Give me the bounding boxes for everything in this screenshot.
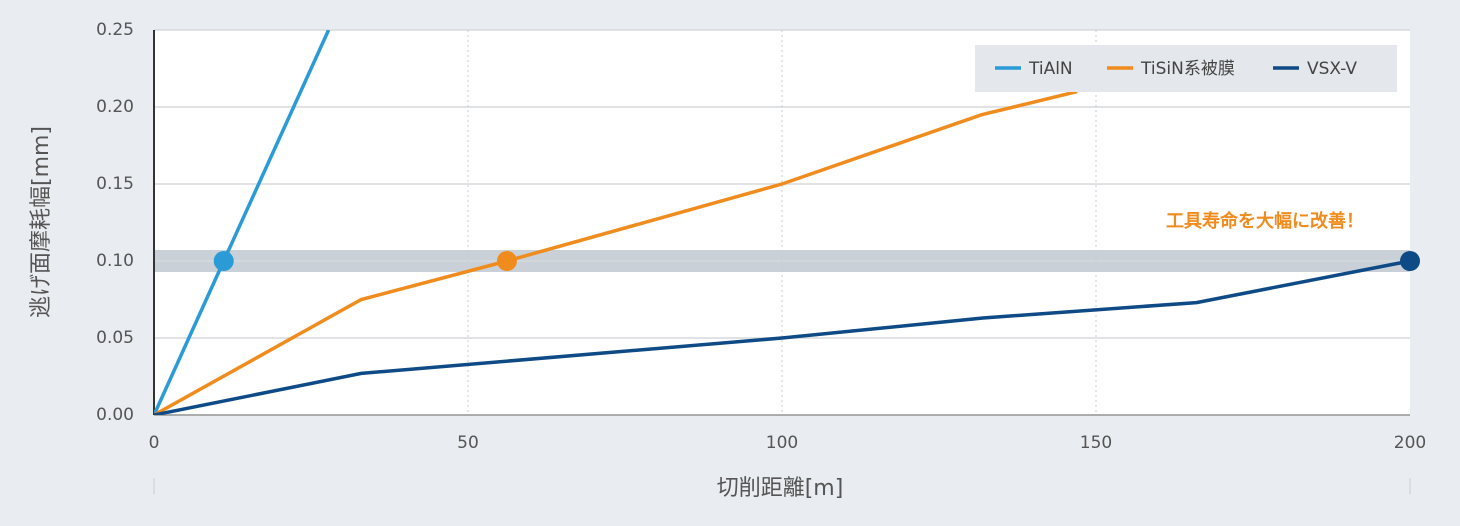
legend-label: VSX-V	[1307, 59, 1357, 79]
annotation: 工具寿命を大幅に改善！	[1166, 210, 1364, 232]
x-tick-label: 100	[766, 433, 798, 453]
point-marker	[496, 251, 517, 271]
x-tick-label: 150	[1080, 433, 1112, 453]
point-marker	[213, 251, 234, 271]
legend-label: TiAlN	[1028, 59, 1073, 79]
series-line	[154, 89, 1078, 415]
x-axis-label: 切削距離[m]	[717, 476, 844, 501]
x-tick-label: 200	[1394, 433, 1426, 453]
y-tick-label: 0.15	[96, 174, 134, 194]
legend-box	[975, 45, 1397, 92]
point-marker	[1400, 251, 1420, 271]
y-tick-label: 0.05	[96, 328, 134, 348]
x-tick-label: 50	[457, 433, 479, 453]
legend-label: TiSiN系被膜	[1140, 59, 1235, 79]
series-line	[154, 259, 1410, 415]
y-tick-label: 0.10	[96, 251, 134, 271]
y-tick-label: 0.25	[96, 20, 134, 40]
y-tick-label: 0.20	[96, 97, 134, 117]
y-axis-label: 逃げ面摩耗幅[mm]	[29, 126, 54, 318]
y-tick-label: 0.00	[96, 405, 134, 425]
x-tick-label: 0	[149, 433, 160, 453]
